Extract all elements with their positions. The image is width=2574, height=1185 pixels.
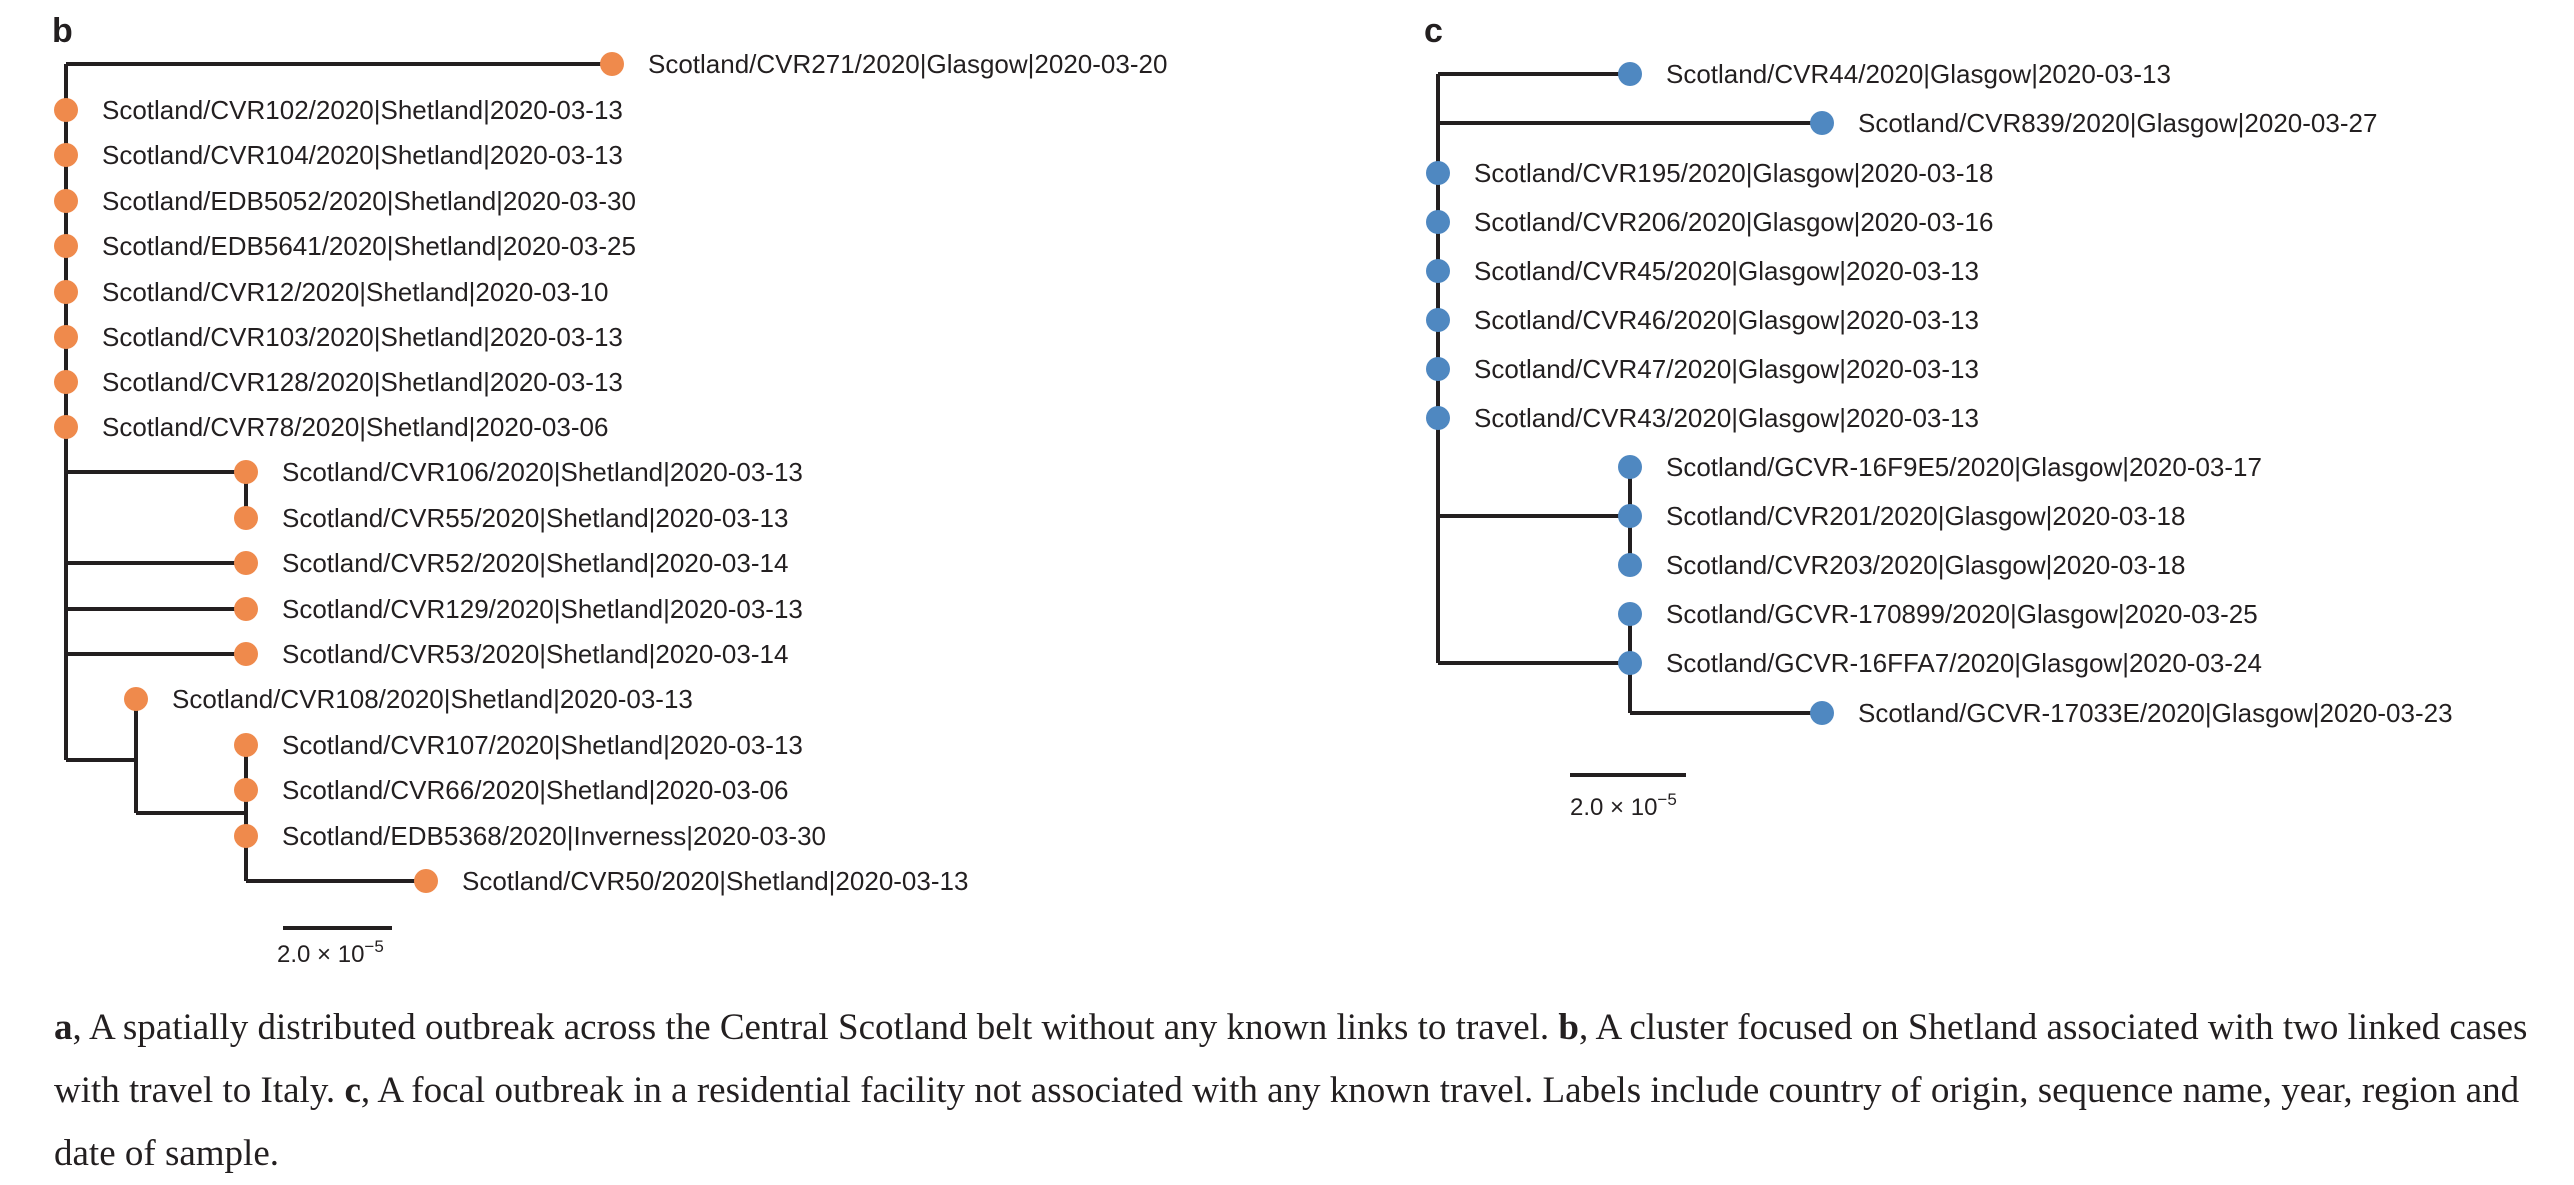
tip-node (234, 824, 258, 848)
tip-label: Scotland/GCVR-17033E/2020|Glasgow|2020-0… (1858, 698, 2453, 728)
tip-label: Scotland/CVR46/2020|Glasgow|2020-03-13 (1474, 305, 1979, 335)
tip-node (124, 687, 148, 711)
tip-label: Scotland/CVR52/2020|Shetland|2020-03-14 (282, 548, 788, 578)
tip-label: Scotland/CVR43/2020|Glasgow|2020-03-13 (1474, 403, 1979, 433)
tip-node (1618, 504, 1642, 528)
tip-label: Scotland/CVR839/2020|Glasgow|2020-03-27 (1858, 108, 2377, 138)
tip-node (1426, 357, 1450, 381)
tip-label: Scotland/CVR45/2020|Glasgow|2020-03-13 (1474, 256, 1979, 286)
tip-label: Scotland/CVR12/2020|Shetland|2020-03-10 (102, 277, 608, 307)
panel-b-scale-label: 2.0 × 10−5 (277, 937, 384, 968)
tip-label: Scotland/CVR103/2020|Shetland|2020-03-13 (102, 322, 623, 352)
caption-c-text: , A focal outbreak in a residential faci… (54, 1070, 2520, 1174)
tip-label: Scotland/CVR195/2020|Glasgow|2020-03-18 (1474, 158, 1993, 188)
tip-node (234, 460, 258, 484)
tip-label: Scotland/CVR78/2020|Shetland|2020-03-06 (102, 412, 608, 442)
tip-node (234, 778, 258, 802)
panel-b-letter: b (52, 12, 73, 50)
tip-node (600, 52, 624, 76)
panel-b-tips: Scotland/CVR271/2020|Glasgow|2020-03-20 S… (54, 49, 1167, 896)
caption-b-text: , A cluster focused on Shetland associat… (54, 1007, 2528, 1111)
caption-b-letter: b (1558, 1007, 1579, 1048)
tip-label: Scotland/CVR53/2020|Shetland|2020-03-14 (282, 639, 788, 669)
panel-c-scale-label: 2.0 × 10−5 (1570, 790, 1677, 821)
tip-node (1618, 553, 1642, 577)
tip-node (1426, 259, 1450, 283)
tip-label: Scotland/CVR102/2020|Shetland|2020-03-13 (102, 95, 623, 125)
phylogenetic-trees-figure: b c Scotland/CVR271/2020|Glasgow|2020-03… (52, 12, 2453, 968)
tip-node (54, 143, 78, 167)
tip-label: Scotland/CVR206/2020|Glasgow|2020-03-16 (1474, 207, 1993, 237)
tip-label: Scotland/CVR106/2020|Shetland|2020-03-13 (282, 457, 803, 487)
panel-b-tree (64, 62, 612, 930)
panel-c-letter: c (1424, 12, 1443, 50)
tip-label: Scotland/CVR107/2020|Shetland|2020-03-13 (282, 730, 803, 760)
tip-node (54, 325, 78, 349)
tip-label: Scotland/CVR66/2020|Shetland|2020-03-06 (282, 775, 788, 805)
caption-a-text: , A spatially distributed outbreak acros… (72, 1007, 1559, 1048)
tip-label: Scotland/CVR104/2020|Shetland|2020-03-13 (102, 140, 623, 170)
tip-label: Scotland/EDB5368/2020|Inverness|2020-03-… (282, 821, 826, 851)
panel-c-tips: Scotland/CVR44/2020|Glasgow|2020-03-13 Sc… (1426, 59, 2453, 728)
tip-node (414, 869, 438, 893)
tip-node (1618, 455, 1642, 479)
tip-label: Scotland/CVR50/2020|Shetland|2020-03-13 (462, 866, 968, 896)
tip-node (1426, 308, 1450, 332)
tip-label: Scotland/CVR129/2020|Shetland|2020-03-13 (282, 594, 803, 624)
tip-node (54, 370, 78, 394)
caption-c-letter: c (344, 1070, 361, 1111)
tip-label: Scotland/EDB5641/2020|Shetland|2020-03-2… (102, 231, 636, 261)
tip-node (1426, 161, 1450, 185)
tip-node (1810, 111, 1834, 135)
tip-node (234, 733, 258, 757)
tip-node (1426, 406, 1450, 430)
tip-node (1618, 602, 1642, 626)
tip-label: Scotland/CVR128/2020|Shetland|2020-03-13 (102, 367, 623, 397)
figure-caption: a, A spatially distributed outbreak acro… (54, 996, 2534, 1185)
tip-node (1426, 210, 1450, 234)
tip-label: Scotland/EDB5052/2020|Shetland|2020-03-3… (102, 186, 636, 216)
tip-label: Scotland/CVR47/2020|Glasgow|2020-03-13 (1474, 354, 1979, 384)
tip-node (234, 642, 258, 666)
tip-node (234, 551, 258, 575)
tip-label: Scotland/CVR108/2020|Shetland|2020-03-13 (172, 684, 693, 714)
tip-node (234, 597, 258, 621)
tip-label: Scotland/CVR55/2020|Shetland|2020-03-13 (282, 503, 788, 533)
caption-a-letter: a (54, 1007, 73, 1048)
tip-node (1618, 651, 1642, 675)
tip-node (1618, 62, 1642, 86)
tip-node (234, 506, 258, 530)
tip-label: Scotland/GCVR-16FFA7/2020|Glasgow|2020-0… (1666, 648, 2262, 678)
tip-label: Scotland/GCVR-16F9E5/2020|Glasgow|2020-0… (1666, 452, 2262, 482)
tip-node (54, 98, 78, 122)
tip-label: Scotland/CVR271/2020|Glasgow|2020-03-20 (648, 49, 1167, 79)
tip-node (54, 234, 78, 258)
tip-label: Scotland/CVR203/2020|Glasgow|2020-03-18 (1666, 550, 2185, 580)
tip-label: Scotland/GCVR-170899/2020|Glasgow|2020-0… (1666, 599, 2258, 629)
tip-label: Scotland/CVR201/2020|Glasgow|2020-03-18 (1666, 501, 2185, 531)
tip-label: Scotland/CVR44/2020|Glasgow|2020-03-13 (1666, 59, 2171, 89)
tip-node (54, 280, 78, 304)
tip-node (54, 415, 78, 439)
tip-node (54, 189, 78, 213)
tip-node (1810, 701, 1834, 725)
